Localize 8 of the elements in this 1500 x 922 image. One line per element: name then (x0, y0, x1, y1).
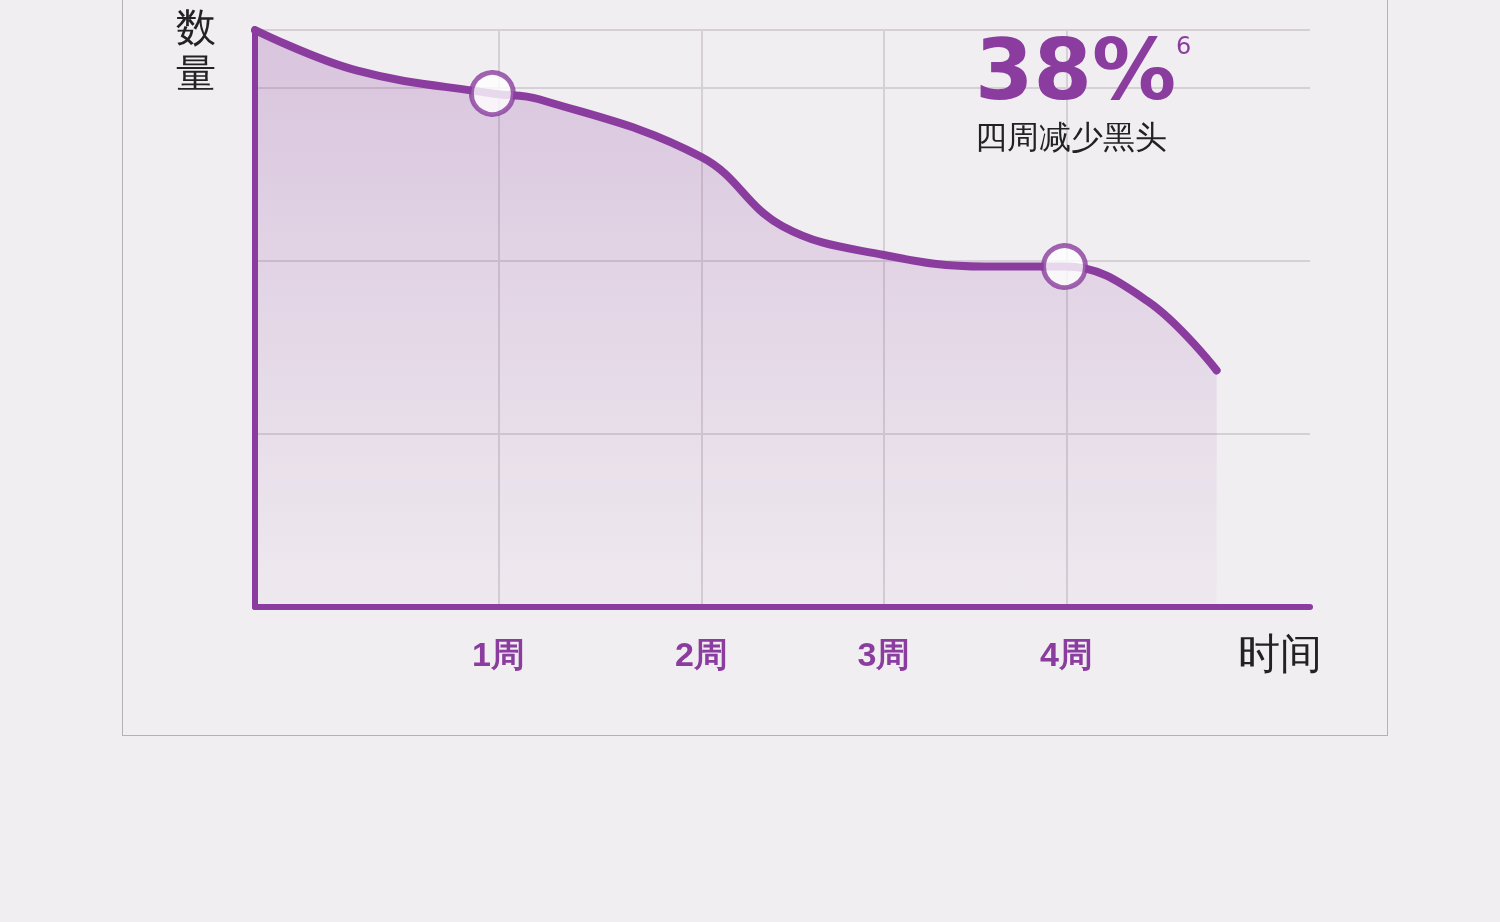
x-tick-label: 4周 (1040, 635, 1093, 673)
x-tick-label: 1周 (472, 635, 525, 673)
y-axis-title: 数量 (176, 4, 217, 96)
x-tick-label: 2周 (674, 635, 728, 673)
annotation: 四周减少黑头 (975, 117, 1168, 158)
annotation: 38%$^{6}$ (975, 21, 1192, 119)
x-tick-label: 3周 (857, 635, 911, 673)
x-axis-title: 时间 (1238, 628, 1322, 680)
